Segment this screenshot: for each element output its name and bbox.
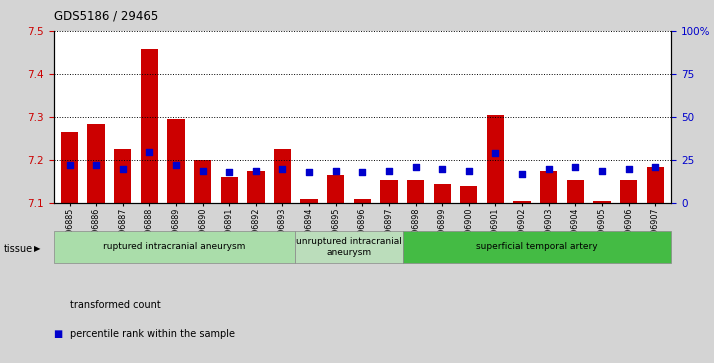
Bar [403, 231, 671, 263]
Point [436, 166, 448, 172]
Bar [540, 171, 558, 203]
Bar [593, 201, 610, 203]
Bar [461, 186, 478, 203]
Point [650, 164, 661, 170]
Point [596, 168, 608, 174]
Point [144, 148, 155, 154]
Bar [221, 178, 238, 203]
Bar [327, 175, 344, 203]
Bar [513, 201, 531, 203]
Bar [54, 231, 295, 263]
Bar [167, 119, 185, 203]
Bar [141, 49, 158, 203]
Text: GDS5186 / 29465: GDS5186 / 29465 [54, 9, 158, 22]
Point [197, 168, 208, 174]
Bar [88, 123, 105, 203]
Bar [407, 180, 424, 203]
Text: ▶: ▶ [34, 244, 41, 253]
Point [543, 166, 554, 172]
Point [330, 168, 341, 174]
Text: unruptured intracranial
aneurysm: unruptured intracranial aneurysm [296, 237, 402, 257]
Bar [295, 231, 403, 263]
Point [570, 164, 581, 170]
Point [303, 170, 315, 175]
Bar [301, 199, 318, 203]
Point [463, 168, 475, 174]
Point [277, 166, 288, 172]
Point [91, 163, 102, 168]
Point [516, 171, 528, 177]
Point [223, 170, 235, 175]
Point [171, 163, 182, 168]
Point [250, 168, 261, 174]
Bar [381, 180, 398, 203]
Bar [567, 180, 584, 203]
Bar [353, 199, 371, 203]
Bar [247, 171, 264, 203]
Text: superficial temporal artery: superficial temporal artery [476, 242, 598, 251]
Bar [61, 132, 78, 203]
Bar [274, 150, 291, 203]
Text: ■: ■ [54, 329, 63, 339]
Bar [487, 115, 504, 203]
Point [490, 150, 501, 156]
Text: ruptured intracranial aneurysm: ruptured intracranial aneurysm [104, 242, 246, 251]
Point [623, 166, 634, 172]
Bar [433, 184, 451, 203]
Point [383, 168, 395, 174]
Text: tissue: tissue [4, 244, 33, 254]
Point [117, 166, 129, 172]
Text: percentile rank within the sample: percentile rank within the sample [70, 329, 235, 339]
Point [356, 170, 368, 175]
Point [64, 163, 75, 168]
Bar [620, 180, 637, 203]
Bar [194, 160, 211, 203]
Point [410, 164, 421, 170]
Text: transformed count: transformed count [70, 300, 161, 310]
Bar [647, 167, 664, 203]
Bar [114, 150, 131, 203]
